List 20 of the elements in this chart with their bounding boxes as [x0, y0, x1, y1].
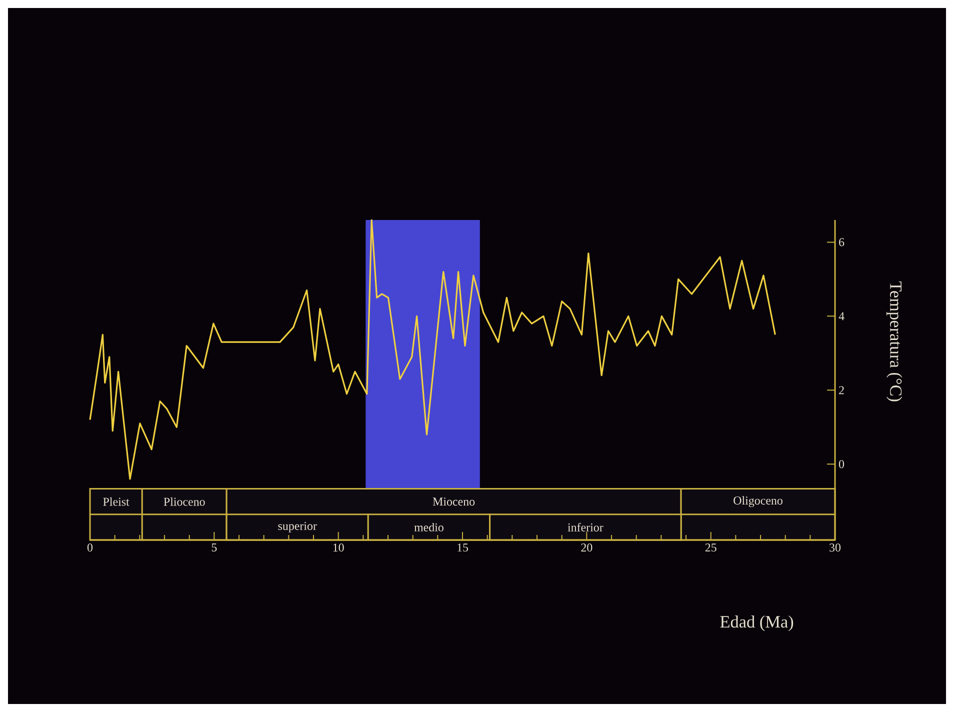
x-axis-title: Edad (Ma): [720, 616, 794, 632]
band-label: inferior: [568, 522, 604, 532]
band-label: Oligoceno: [734, 496, 782, 508]
band-label: Pleist: [103, 497, 130, 506]
x-tick-label: 15: [458, 544, 468, 552]
x-tick-label: 25: [705, 544, 716, 552]
y-tick-label: 2: [839, 386, 844, 394]
x-tick-label: 5: [212, 544, 217, 552]
band-label: superior: [278, 522, 317, 532]
y-axis-title: Temperatura (°C): [886, 281, 902, 402]
x-tick-label: 0: [87, 544, 93, 552]
x-tick-label: 10: [333, 544, 344, 552]
band-label: Mioceno: [432, 498, 475, 506]
x-tick-label: 30: [830, 544, 841, 552]
y-tick-label: 4: [838, 312, 844, 320]
y-tick-label: 6: [839, 238, 844, 246]
x-tick-label: 20: [581, 544, 592, 552]
band-label: medio: [414, 522, 444, 532]
y-tick-label: 0: [838, 460, 844, 468]
band-label: Plioceno: [164, 497, 205, 506]
